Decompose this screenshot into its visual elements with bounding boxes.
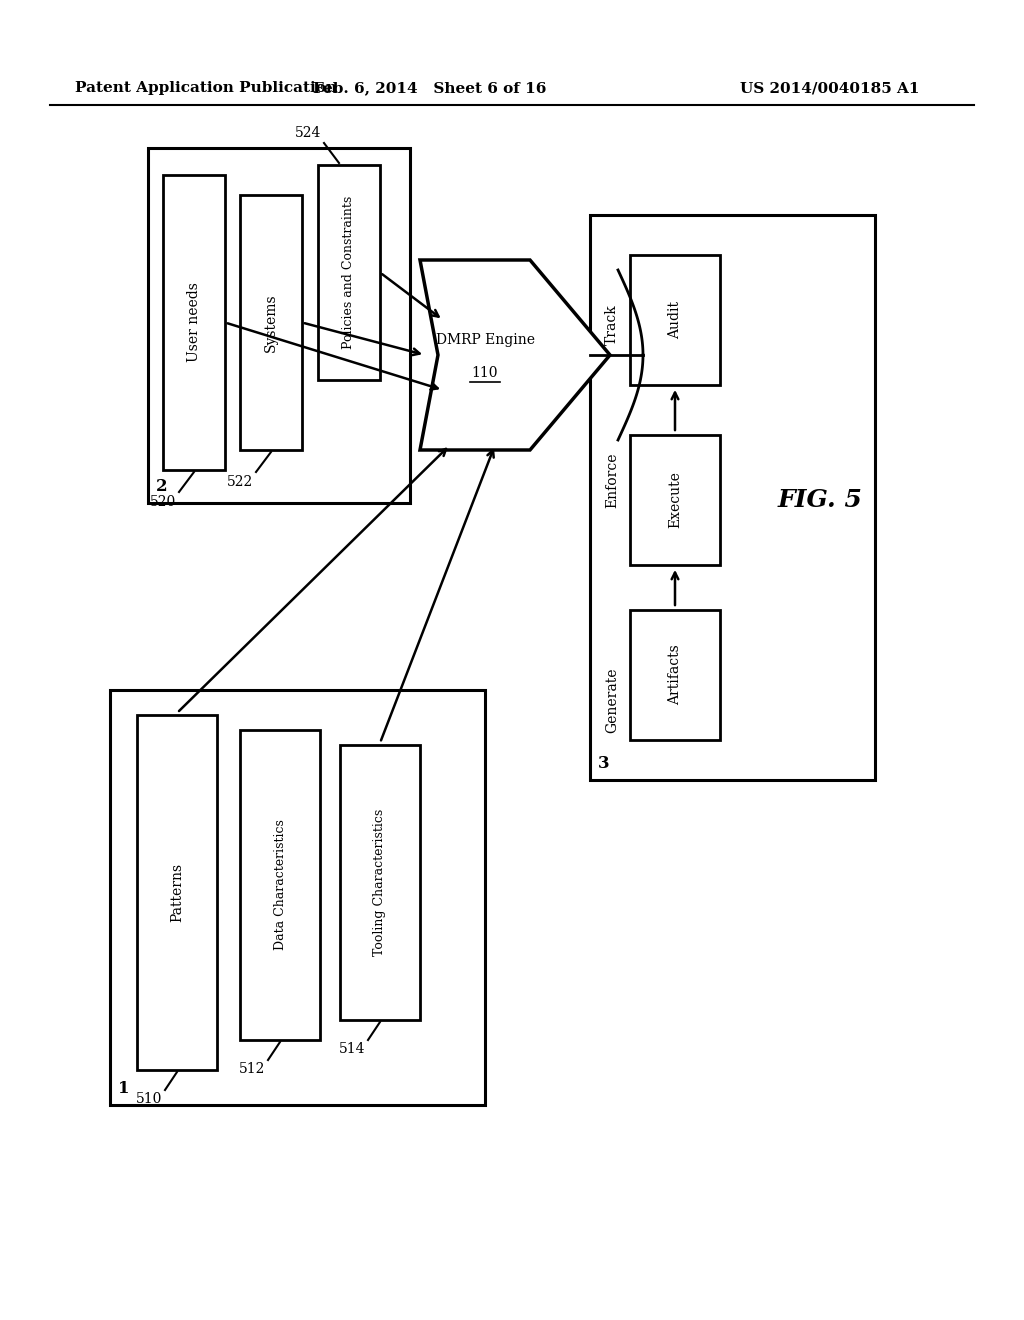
Polygon shape	[420, 260, 610, 450]
Text: Enforce: Enforce	[605, 453, 618, 508]
Text: User needs: User needs	[187, 282, 201, 363]
Text: Systems: Systems	[264, 293, 278, 352]
Text: 510: 510	[135, 1092, 162, 1106]
Bar	[630, 610, 720, 741]
Text: DMRP Engine: DMRP Engine	[435, 333, 535, 347]
Text: Generate: Generate	[605, 667, 618, 733]
Text: 110: 110	[472, 366, 499, 380]
Text: Artifacts: Artifacts	[668, 644, 682, 705]
Text: 524: 524	[295, 125, 321, 140]
Text: Audit: Audit	[668, 301, 682, 339]
Text: Patent Application Publication: Patent Application Publication	[75, 81, 337, 95]
Bar	[148, 148, 410, 503]
Text: 520: 520	[150, 495, 176, 510]
Bar	[163, 176, 225, 470]
Bar	[110, 690, 485, 1105]
Text: Policies and Constraints: Policies and Constraints	[342, 195, 355, 348]
Text: Execute: Execute	[668, 471, 682, 528]
Bar	[240, 730, 319, 1040]
Bar	[340, 744, 420, 1020]
Bar	[630, 436, 720, 565]
Text: 512: 512	[239, 1063, 265, 1076]
Text: 3: 3	[598, 755, 609, 772]
Text: 522: 522	[226, 475, 253, 488]
Text: Feb. 6, 2014   Sheet 6 of 16: Feb. 6, 2014 Sheet 6 of 16	[313, 81, 547, 95]
Text: 514: 514	[339, 1041, 365, 1056]
Text: Data Characteristics: Data Characteristics	[273, 820, 287, 950]
Text: US 2014/0040185 A1: US 2014/0040185 A1	[740, 81, 920, 95]
Text: Patterns: Patterns	[170, 863, 184, 923]
Text: 2: 2	[156, 478, 168, 495]
Bar	[137, 715, 217, 1071]
Text: Track: Track	[605, 305, 618, 346]
Bar	[240, 195, 302, 450]
Bar	[630, 255, 720, 385]
Text: Tooling Characteristics: Tooling Characteristics	[374, 809, 386, 956]
Text: FIG. 5: FIG. 5	[777, 488, 862, 512]
Bar	[590, 215, 874, 780]
Text: 1: 1	[118, 1080, 129, 1097]
Bar	[318, 165, 380, 380]
